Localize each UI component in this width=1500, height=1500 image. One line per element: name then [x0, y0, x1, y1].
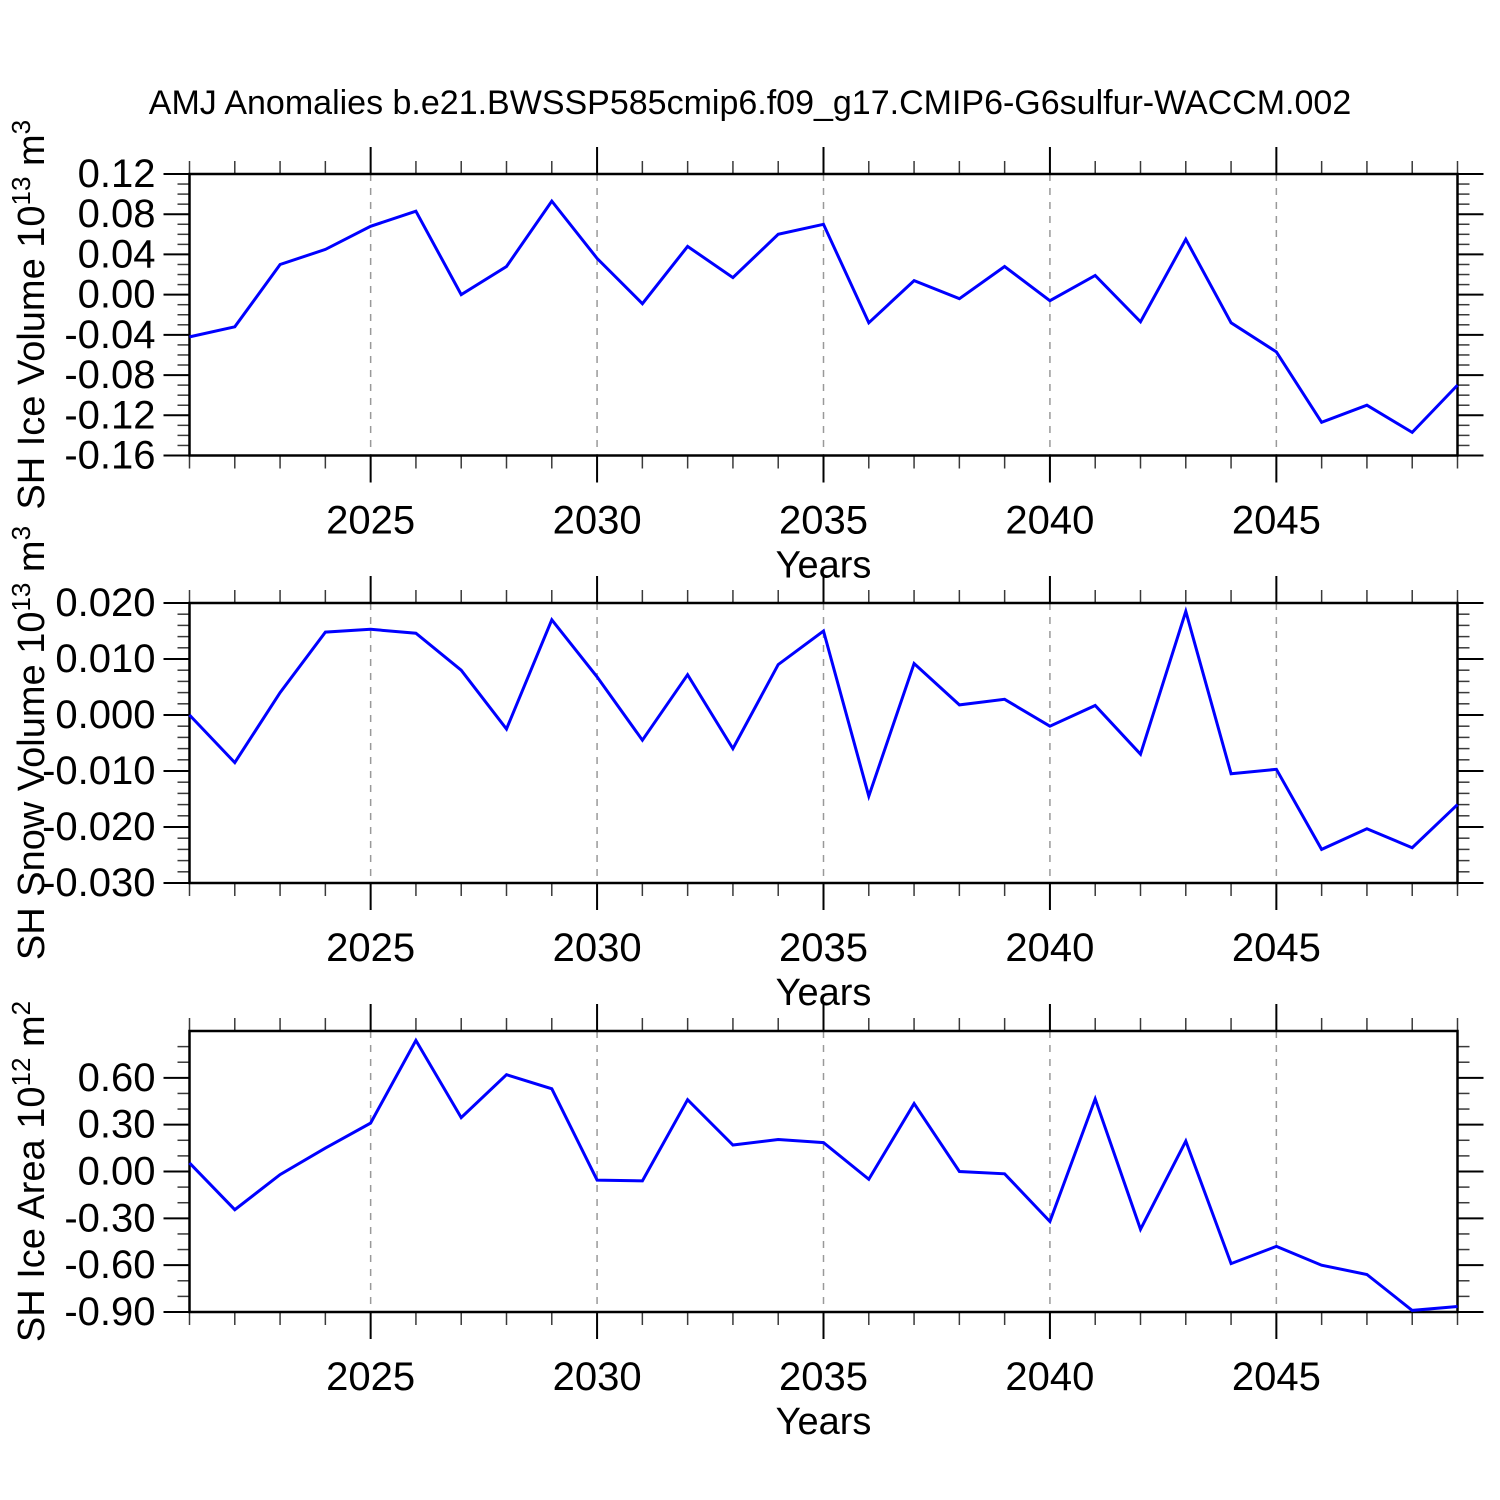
x-tick-label: 2030 — [553, 1355, 642, 1399]
figure-title: AMJ Anomalies b.e21.BWSSP585cmip6.f09_g1… — [148, 84, 1352, 122]
y-tick-label: -0.04 — [64, 313, 155, 357]
x-tick-label: 2025 — [326, 926, 415, 970]
y-tick-label: 0.30 — [78, 1103, 156, 1147]
x-tick-label: 2045 — [1232, 499, 1321, 543]
plot-frame — [188, 601, 1459, 885]
x-tick-label: 2030 — [553, 499, 642, 543]
y-tick-label: 0.000 — [55, 693, 155, 737]
x-tick-label: 2030 — [553, 926, 642, 970]
y-tick-label: -0.12 — [64, 393, 155, 437]
y-axis-label: SH Snow Volume 1013 m3 — [6, 526, 53, 960]
y-tick-label: -0.90 — [64, 1290, 155, 1334]
x-tick-label: 2040 — [1005, 926, 1094, 970]
plot-frame — [188, 1029, 1459, 1314]
y-tick-label: -0.30 — [64, 1196, 155, 1240]
x-tick-label: 2040 — [1005, 499, 1094, 543]
x-tick-label: 2025 — [326, 499, 415, 543]
x-tick-label: 2045 — [1232, 1355, 1321, 1399]
y-tick-label: 0.60 — [78, 1056, 156, 1100]
plot-frame — [188, 172, 1459, 457]
y-tick-label: 0.12 — [78, 152, 156, 196]
sh-ice-volume-chart: 0.120.080.040.00-0.04-0.08-0.12-0.16 2025… — [6, 120, 1484, 587]
sh-snow-volume-chart: 0.020 0.010 0.000 -0.010 -0.020 -0.030 2025 203… — [6, 526, 1484, 1014]
y-axis-label: SH Ice Volume 1013 m3 — [6, 120, 53, 510]
y-tick-label: -0.16 — [64, 434, 155, 478]
y-tick-label: -0.030 — [42, 861, 155, 905]
y-axis-label: SH Ice Area 1012 m2 — [6, 1001, 53, 1342]
y-tick-label: -0.60 — [64, 1243, 155, 1287]
y-tick-label: -0.010 — [42, 749, 155, 793]
sh-ice-volume-series-line — [189, 198, 1459, 435]
y-tick-label: 0.04 — [78, 232, 156, 276]
sh-ice-area-series-line — [188, 1037, 1458, 1312]
y-tick-label: -0.020 — [42, 805, 155, 849]
x-tick-label: 2040 — [1005, 1355, 1094, 1399]
x-tick-label: 2035 — [779, 499, 868, 543]
y-tick-label: 0.08 — [78, 192, 156, 236]
x-tick-label: 2045 — [1232, 926, 1321, 970]
y-tick-label: -0.08 — [64, 353, 155, 397]
y-tick-label: 0.00 — [78, 273, 156, 317]
y-tick-label: 0.010 — [55, 637, 155, 681]
sh-ice-area-chart: 0.600.300.00-0.30-0.60-0.90 2025 2030 2035 2… — [6, 1001, 1484, 1443]
x-tick-label: 2035 — [779, 1355, 868, 1399]
sh-snow-volume-series-line — [188, 606, 1459, 852]
x-axis-label: Years — [776, 1401, 872, 1443]
y-tick-label: 0.020 — [55, 581, 155, 625]
x-tick-label: 2025 — [326, 1355, 415, 1399]
x-tick-label: 2035 — [779, 926, 868, 970]
y-tick-label: 0.00 — [78, 1150, 156, 1194]
